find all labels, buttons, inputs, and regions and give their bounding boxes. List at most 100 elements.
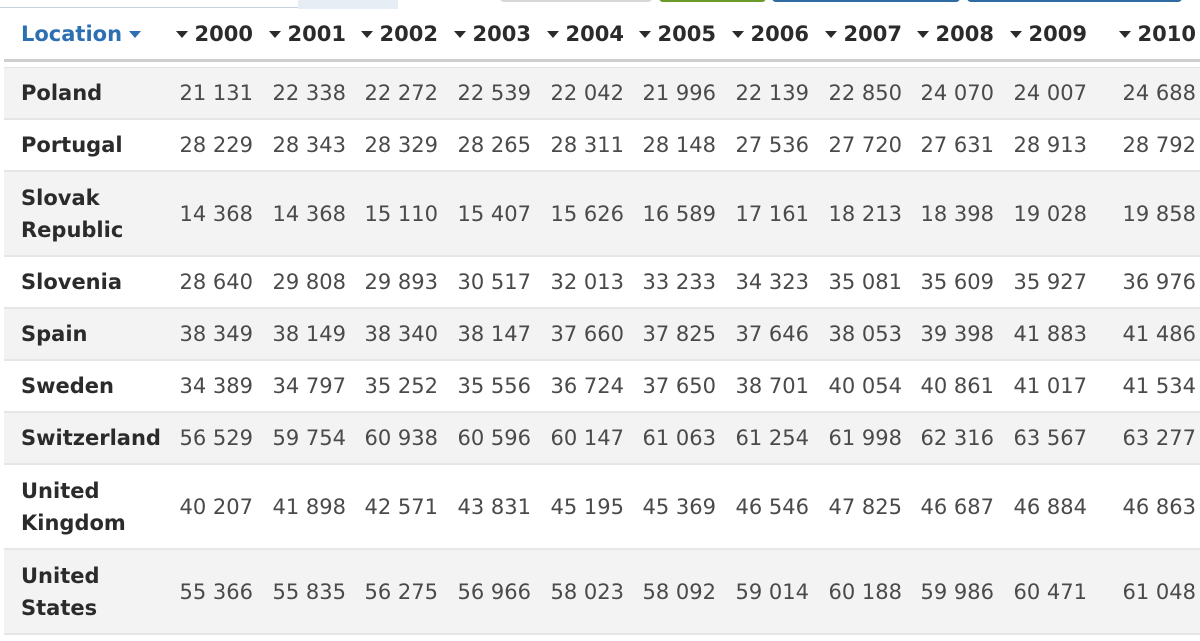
value-cell: 24 688	[1095, 67, 1200, 120]
value-cell: 63 567	[1002, 412, 1095, 465]
value-cell: 28 792	[1095, 119, 1200, 172]
location-header-label: Location	[21, 22, 123, 46]
value-cell: 18 213	[817, 171, 910, 257]
caret-down-icon	[453, 30, 466, 38]
table-body: Poland 21 131 22 338 22 272 22 539 22 042 21 9…	[4, 60, 1200, 635]
caret-down-icon	[546, 30, 559, 38]
table-row[interactable]: United Kingdom 40 207 41 898 42 571 43 831 45…	[4, 464, 1200, 550]
value-cell: 38 147	[446, 308, 539, 361]
active-tab-edge[interactable]	[298, 0, 398, 9]
year-column-header[interactable]: 2009	[1002, 9, 1095, 62]
location-column-header[interactable]: Location	[4, 9, 168, 62]
value-cell: 22 539	[446, 67, 539, 120]
value-cell: 59 986	[910, 549, 1002, 635]
value-cell: 28 343	[261, 119, 354, 172]
table-row[interactable]: Portugal 28 229 28 343 28 329 28 265 28 311 28…	[4, 119, 1200, 172]
year-column-header[interactable]: 2004	[539, 9, 632, 62]
value-cell: 55 835	[261, 549, 354, 635]
caret-down-icon	[916, 30, 929, 38]
toolbar-button-gray[interactable]	[500, 0, 652, 2]
value-cell: 42 571	[354, 464, 446, 550]
country-cell: United Kingdom	[4, 464, 168, 550]
value-cell: 40 207	[168, 464, 261, 550]
value-cell: 60 471	[1002, 549, 1095, 635]
value-cell: 34 323	[724, 256, 817, 309]
value-cell: 28 640	[168, 256, 261, 309]
value-cell: 34 389	[168, 360, 261, 413]
table-row[interactable]: Slovak Republic 14 368 14 368 15 110 15 407 1…	[4, 171, 1200, 257]
table-row[interactable]: Poland 21 131 22 338 22 272 22 539 22 042 21 9…	[4, 67, 1200, 120]
year-column-header[interactable]: 2000	[168, 9, 261, 62]
year-header-label: 2001	[287, 22, 346, 46]
value-cell: 43 831	[446, 464, 539, 550]
table-row[interactable]: Slovenia 28 640 29 808 29 893 30 517 32 013 33…	[4, 256, 1200, 309]
table-row[interactable]: United States 55 366 55 835 56 275 56 966 58 …	[4, 549, 1200, 635]
value-cell: 15 110	[354, 171, 446, 257]
year-column-header[interactable]: 2010	[1095, 9, 1200, 62]
table-row[interactable]: Switzerland 56 529 59 754 60 938 60 596 60 14…	[4, 412, 1200, 465]
value-cell: 32 013	[539, 256, 632, 309]
year-column-header[interactable]: 2007	[817, 9, 910, 62]
year-header-label: 2003	[472, 22, 531, 46]
toolbar-button-green[interactable]	[659, 0, 766, 2]
value-cell: 60 938	[354, 412, 446, 465]
value-cell: 61 063	[632, 412, 724, 465]
year-column-header[interactable]: 2006	[724, 9, 817, 62]
toolbar-button-outline-2[interactable]	[967, 0, 1182, 2]
value-cell: 46 863	[1095, 464, 1200, 550]
value-cell: 22 338	[261, 67, 354, 120]
value-cell: 46 687	[910, 464, 1002, 550]
value-cell: 15 407	[446, 171, 539, 257]
caret-down-icon	[268, 30, 281, 38]
value-cell: 28 329	[354, 119, 446, 172]
year-header-label: 2007	[843, 22, 902, 46]
value-cell: 45 195	[539, 464, 632, 550]
year-column-header[interactable]: 2005	[632, 9, 724, 62]
year-header-label: 2002	[379, 22, 438, 46]
country-cell: Poland	[4, 67, 168, 120]
caret-down-icon	[638, 30, 651, 38]
value-cell: 30 517	[446, 256, 539, 309]
value-cell: 35 081	[817, 256, 910, 309]
caret-down-icon	[175, 30, 188, 38]
value-cell: 41 534	[1095, 360, 1200, 413]
value-cell: 22 042	[539, 67, 632, 120]
value-cell: 16 589	[632, 171, 724, 257]
caret-down-icon	[1118, 30, 1131, 38]
value-cell: 36 976	[1095, 256, 1200, 309]
value-cell: 61 048	[1095, 549, 1200, 635]
year-column-header[interactable]: 2003	[446, 9, 539, 62]
header-spacer	[4, 60, 1200, 68]
value-cell: 35 927	[1002, 256, 1095, 309]
value-cell: 59 754	[261, 412, 354, 465]
value-cell: 15 626	[539, 171, 632, 257]
value-cell: 45 369	[632, 464, 724, 550]
table-row[interactable]: Spain 38 349 38 149 38 340 38 147 37 660 37 82…	[4, 308, 1200, 361]
table-row[interactable]: Sweden 34 389 34 797 35 252 35 556 36 724 37 6…	[4, 360, 1200, 413]
year-header-label: 2006	[750, 22, 809, 46]
value-cell: 46 884	[1002, 464, 1095, 550]
country-cell: Switzerland	[4, 412, 168, 465]
value-cell: 41 898	[261, 464, 354, 550]
value-cell: 22 850	[817, 67, 910, 120]
value-cell: 40 054	[817, 360, 910, 413]
toolbar-button-outline-1[interactable]	[772, 0, 960, 2]
value-cell: 24 070	[910, 67, 1002, 120]
caret-down-icon	[731, 30, 744, 38]
year-header-label: 2004	[565, 22, 624, 46]
value-cell: 14 368	[168, 171, 261, 257]
year-column-header[interactable]: 2001	[261, 9, 354, 62]
country-cell: Sweden	[4, 360, 168, 413]
value-cell: 38 340	[354, 308, 446, 361]
value-cell: 21 131	[168, 67, 261, 120]
value-cell: 38 053	[817, 308, 910, 361]
year-column-header[interactable]: 2002	[354, 9, 446, 62]
value-cell: 17 161	[724, 171, 817, 257]
year-column-header[interactable]: 2008	[910, 9, 1002, 62]
value-cell: 56 966	[446, 549, 539, 635]
value-cell: 18 398	[910, 171, 1002, 257]
value-cell: 33 233	[632, 256, 724, 309]
value-cell: 56 275	[354, 549, 446, 635]
year-header-label: 2010	[1137, 22, 1196, 46]
